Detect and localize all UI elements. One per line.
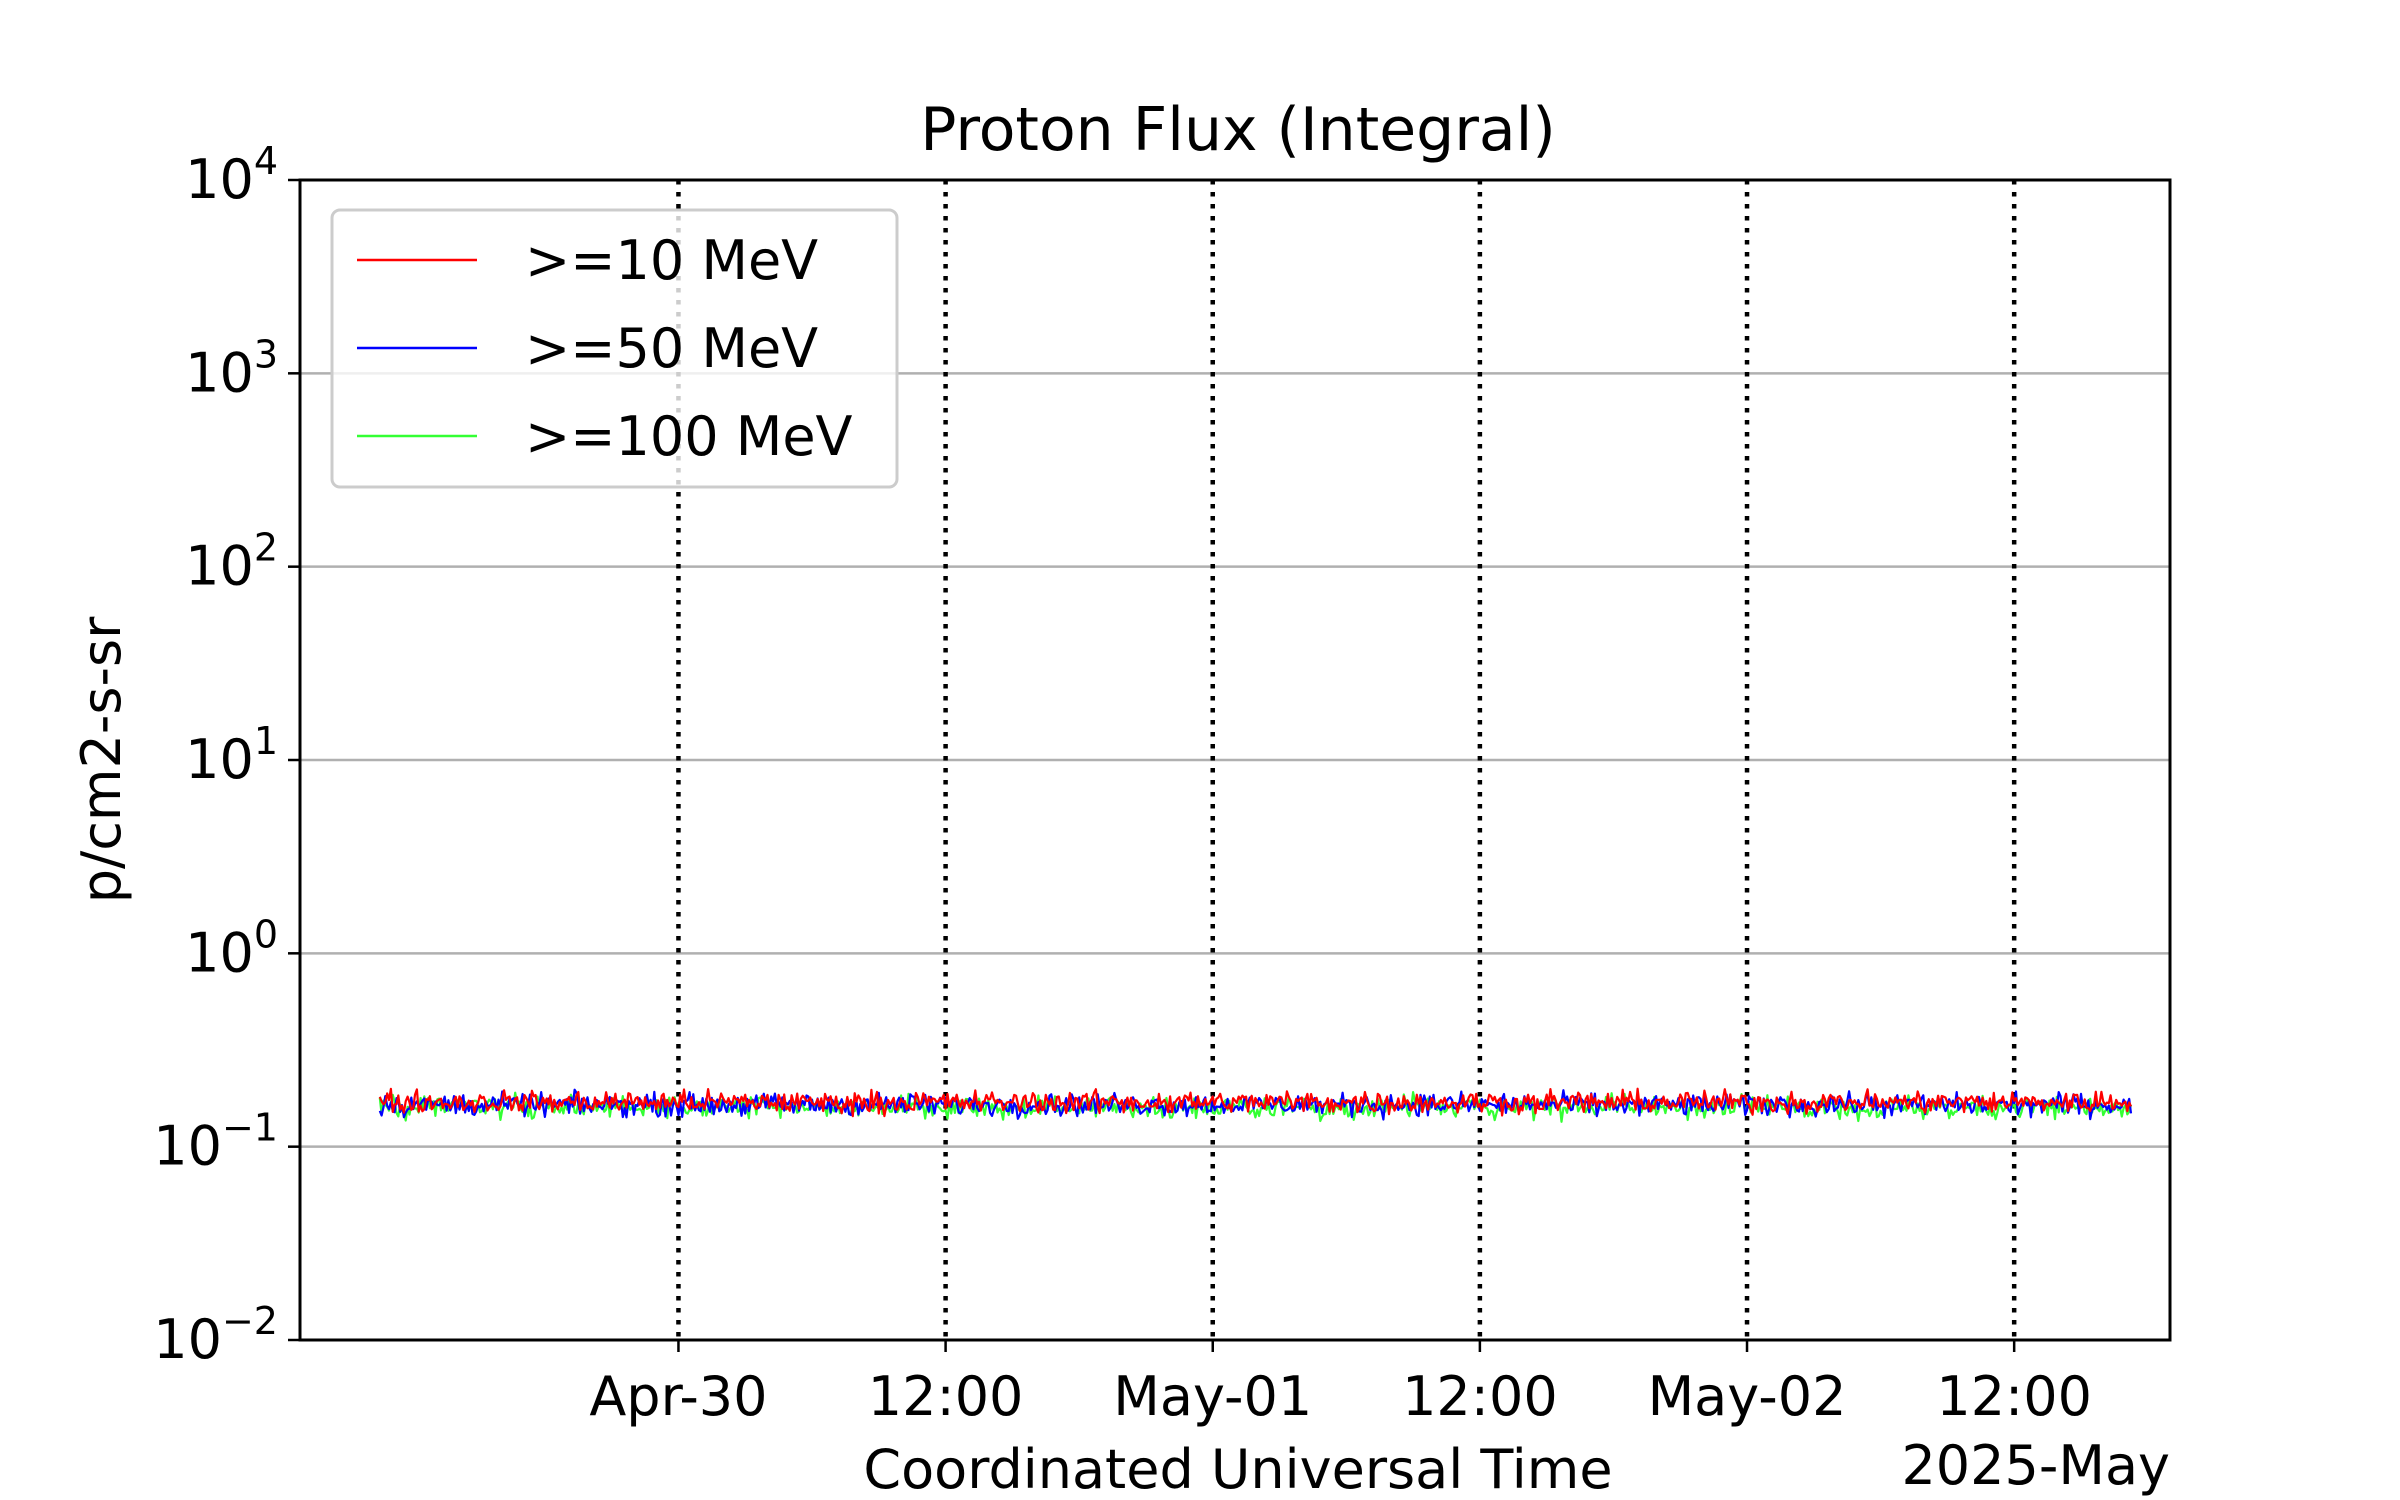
legend-label: >=10 MeV <box>525 229 818 292</box>
chart-title: Proton Flux (Integral) <box>920 95 1555 165</box>
y-axis-ticks: 10−2 10−1 100 101 102 103 104 <box>153 139 300 1371</box>
y-gridlines <box>300 372 2170 1148</box>
y-tick-label: 10−1 <box>153 1106 278 1178</box>
legend: >=10 MeV >=50 MeV >=100 MeV <box>330 208 899 489</box>
x-axis-label: Coordinated Universal Time <box>863 1438 1612 1500</box>
y-tick-label: 101 <box>185 719 278 791</box>
legend-box <box>330 208 899 489</box>
legend-label: >=50 MeV <box>525 317 818 380</box>
x-tick-label: Apr-30 <box>589 1365 767 1428</box>
y-tick-label: 104 <box>185 139 278 211</box>
legend-label: >=100 MeV <box>525 405 853 468</box>
y-axis-label: p/cm2-s-sr <box>70 616 133 903</box>
series-line <box>378 1087 2132 1118</box>
x-tick-label: May-01 <box>1113 1365 1312 1428</box>
x-tick-label: May-02 <box>1648 1365 1847 1428</box>
data-series <box>378 1087 2133 1123</box>
y-tick-label: 103 <box>185 332 278 404</box>
x-offset-label: 2025-May <box>1901 1434 2170 1497</box>
x-tick-label: 12:00 <box>868 1365 1024 1428</box>
x-tick-label: 12:00 <box>1936 1365 2092 1428</box>
y-tick-label: 102 <box>185 526 278 598</box>
x-tick-label: 12:00 <box>1402 1365 1558 1428</box>
y-tick-label: 100 <box>185 912 278 984</box>
x-axis-ticks: Apr-30 12:00 May-01 12:00 May-02 12:00 <box>589 1340 2092 1428</box>
y-tick-label: 10−2 <box>153 1299 278 1371</box>
